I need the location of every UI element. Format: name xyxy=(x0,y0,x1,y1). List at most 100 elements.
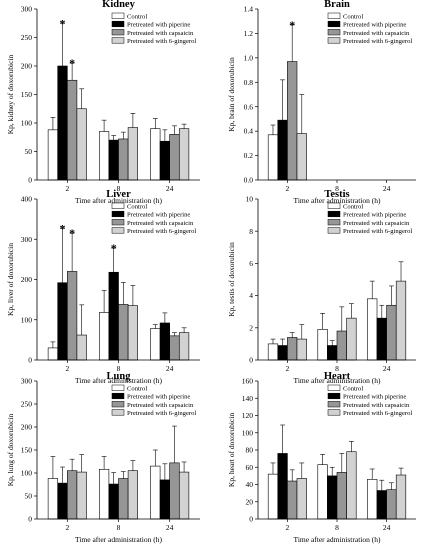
bar xyxy=(267,134,279,181)
y-tick-label: 160 xyxy=(242,377,254,386)
bar xyxy=(169,462,180,520)
legend-label: Control xyxy=(343,203,363,210)
bar xyxy=(386,304,397,361)
bar xyxy=(108,483,119,520)
panel-lung: Lung 2 8 24 0 50 100 150 200 250 300 Time after adm… xyxy=(6,371,200,544)
bar xyxy=(346,451,357,520)
bar xyxy=(127,127,139,181)
bar xyxy=(327,345,338,361)
legend-swatch xyxy=(111,219,125,226)
bar xyxy=(127,470,139,520)
y-tick-label: 100 xyxy=(21,469,33,478)
legend-swatch xyxy=(111,210,125,218)
legend-swatch xyxy=(111,202,125,209)
legend-swatch xyxy=(327,227,341,234)
y-tick-label: 300 xyxy=(21,5,33,14)
x-tick-label: 2 xyxy=(286,184,290,193)
bar xyxy=(99,469,110,520)
legend-swatch xyxy=(111,384,125,391)
legend-swatch xyxy=(327,219,341,226)
bar xyxy=(150,465,161,520)
y-tick-label: 300 xyxy=(21,235,33,244)
bar xyxy=(118,304,129,361)
legend-label: Control xyxy=(343,13,363,20)
bar xyxy=(159,140,170,181)
legend-swatch xyxy=(111,227,125,234)
legend-label: Pretreated with 6-gingerol xyxy=(127,228,196,235)
x-tick-label: 24 xyxy=(383,184,391,193)
x-tick-label: 8 xyxy=(335,523,339,532)
legend-label: Pretreated with piperine xyxy=(127,212,190,219)
x-axis-label: Time after administration (h) xyxy=(294,376,381,385)
x-tick-label: 8 xyxy=(117,364,121,373)
y-axis-label: Kp, kidney of doxorubicin xyxy=(6,54,15,134)
y-tick-label: 0.4 xyxy=(244,127,254,136)
y-tick-label: 150 xyxy=(21,90,33,99)
bar xyxy=(376,490,387,520)
legend-swatch xyxy=(327,29,341,36)
y-tick-label: 0 xyxy=(28,356,32,365)
bar xyxy=(178,471,190,520)
bar xyxy=(296,338,307,361)
bar xyxy=(47,347,59,361)
bar xyxy=(150,128,161,181)
bar xyxy=(67,79,78,181)
bar xyxy=(287,337,298,361)
y-tick-label: 10 xyxy=(246,195,254,204)
bar xyxy=(118,478,129,520)
y-tick-label: 8 xyxy=(249,227,253,236)
panel-kidney: Kidney * * 2 8 24 0 50 100 150 200 250 300 Time after… xyxy=(6,0,200,205)
panel-title: Heart xyxy=(324,371,351,382)
bar xyxy=(178,332,190,361)
bar xyxy=(336,472,347,520)
bar xyxy=(76,108,87,181)
panel-title: Brain xyxy=(324,0,350,10)
x-axis-label: Time after administration (h) xyxy=(75,376,162,385)
y-tick-label: 140 xyxy=(242,394,254,403)
legend-label: Pretreated with 6-gingerol xyxy=(343,410,412,417)
bar xyxy=(108,271,119,361)
legend-swatch xyxy=(111,409,125,416)
legend-swatch xyxy=(111,401,125,408)
x-tick-label: 24 xyxy=(166,364,174,373)
bar xyxy=(327,475,338,520)
panel-heart: Heart 2 8 24 0 20 40 60 80 100 120 140 160 Time after… xyxy=(227,371,416,544)
bar xyxy=(108,139,119,181)
x-tick-label: 8 xyxy=(117,184,121,193)
y-tick-label: 0 xyxy=(249,515,253,524)
y-tick-label: 50 xyxy=(25,147,33,156)
y-tick-label: 1.4 xyxy=(244,5,254,14)
bar xyxy=(47,129,59,181)
bar xyxy=(76,471,87,520)
x-tick-label: 2 xyxy=(286,364,290,373)
bar xyxy=(118,138,129,181)
bar xyxy=(57,482,68,520)
bar xyxy=(336,330,347,361)
bar xyxy=(47,478,59,520)
legend-swatch xyxy=(327,409,341,416)
legend-swatch xyxy=(327,210,341,218)
y-tick-label: 1.2 xyxy=(244,29,254,38)
bar xyxy=(150,328,161,361)
legend-label: Pretreated with capsaicin xyxy=(343,220,410,227)
bar xyxy=(67,470,78,520)
legend-label: Pretreated with piperine xyxy=(343,394,406,401)
y-tick-label: 60 xyxy=(246,463,254,472)
legend-label: Pretreated with capsaicin xyxy=(127,402,194,409)
y-tick-label: 120 xyxy=(242,411,254,420)
bar xyxy=(287,61,298,181)
y-axis-label: Kp, testis of doxorubicin xyxy=(227,242,236,317)
y-tick-label: 20 xyxy=(246,497,254,506)
bar xyxy=(76,334,87,361)
y-tick-label: 200 xyxy=(21,62,33,71)
legend-label: Control xyxy=(127,385,147,392)
bar xyxy=(267,473,279,520)
y-tick-label: 200 xyxy=(21,275,33,284)
y-tick-label: 100 xyxy=(21,119,33,128)
bar xyxy=(367,298,378,361)
y-tick-label: 100 xyxy=(21,315,33,324)
legend-swatch xyxy=(327,20,341,28)
